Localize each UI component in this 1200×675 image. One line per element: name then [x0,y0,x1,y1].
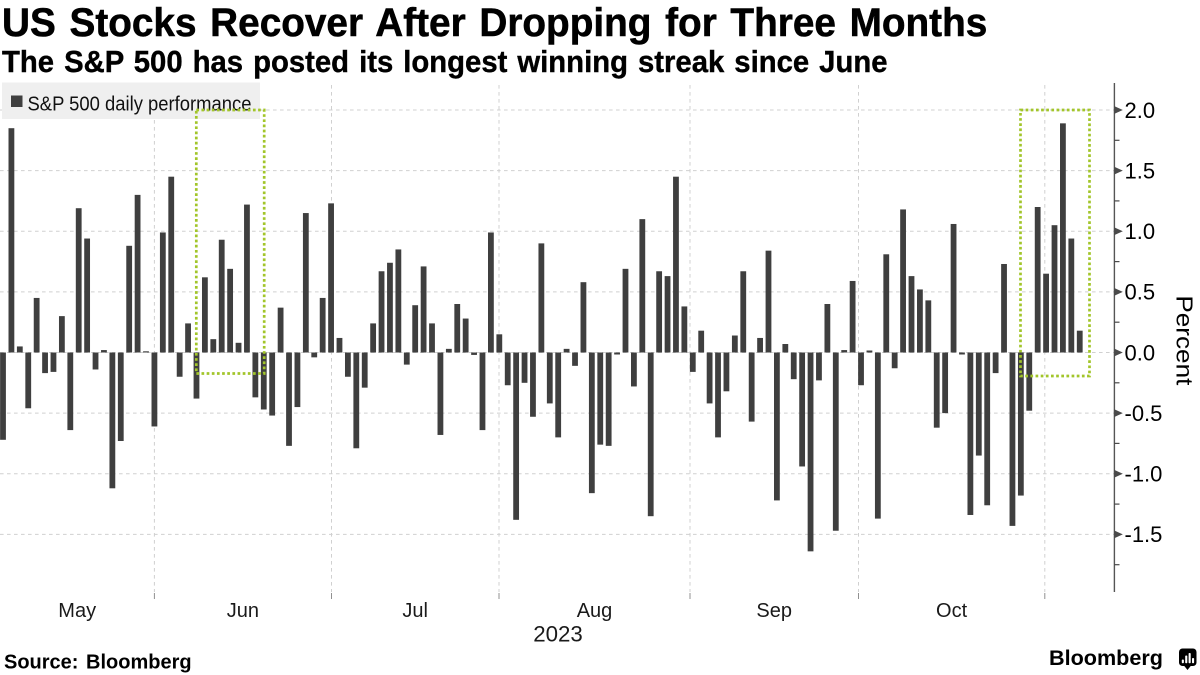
svg-text:-1.5: -1.5 [1125,522,1163,547]
svg-text:Percent: Percent [1172,295,1198,386]
svg-text:Jun: Jun [227,600,259,622]
svg-text:1.0: 1.0 [1125,219,1156,244]
svg-text:Oct: Oct [936,600,968,622]
svg-text:0.0: 0.0 [1125,340,1156,365]
svg-text:Sep: Sep [756,600,792,622]
svg-text:Jul: Jul [402,600,428,622]
svg-text:Bloomberg: Bloomberg [1049,645,1163,670]
svg-text:2.0: 2.0 [1125,98,1156,123]
svg-text:Aug: Aug [577,600,613,622]
svg-text:2023: 2023 [533,622,583,647]
svg-text:-1.0: -1.0 [1125,462,1163,487]
svg-text:Source: Bloomberg: Source: Bloomberg [4,652,192,674]
svg-text:S&P 500 daily performance: S&P 500 daily performance [28,94,252,116]
svg-text:-0.5: -0.5 [1125,401,1163,426]
svg-text:1.5: 1.5 [1125,158,1156,183]
svg-text:May: May [58,600,96,622]
svg-text:0.5: 0.5 [1125,280,1156,305]
